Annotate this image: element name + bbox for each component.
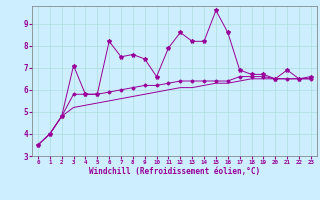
X-axis label: Windchill (Refroidissement éolien,°C): Windchill (Refroidissement éolien,°C) [89, 167, 260, 176]
